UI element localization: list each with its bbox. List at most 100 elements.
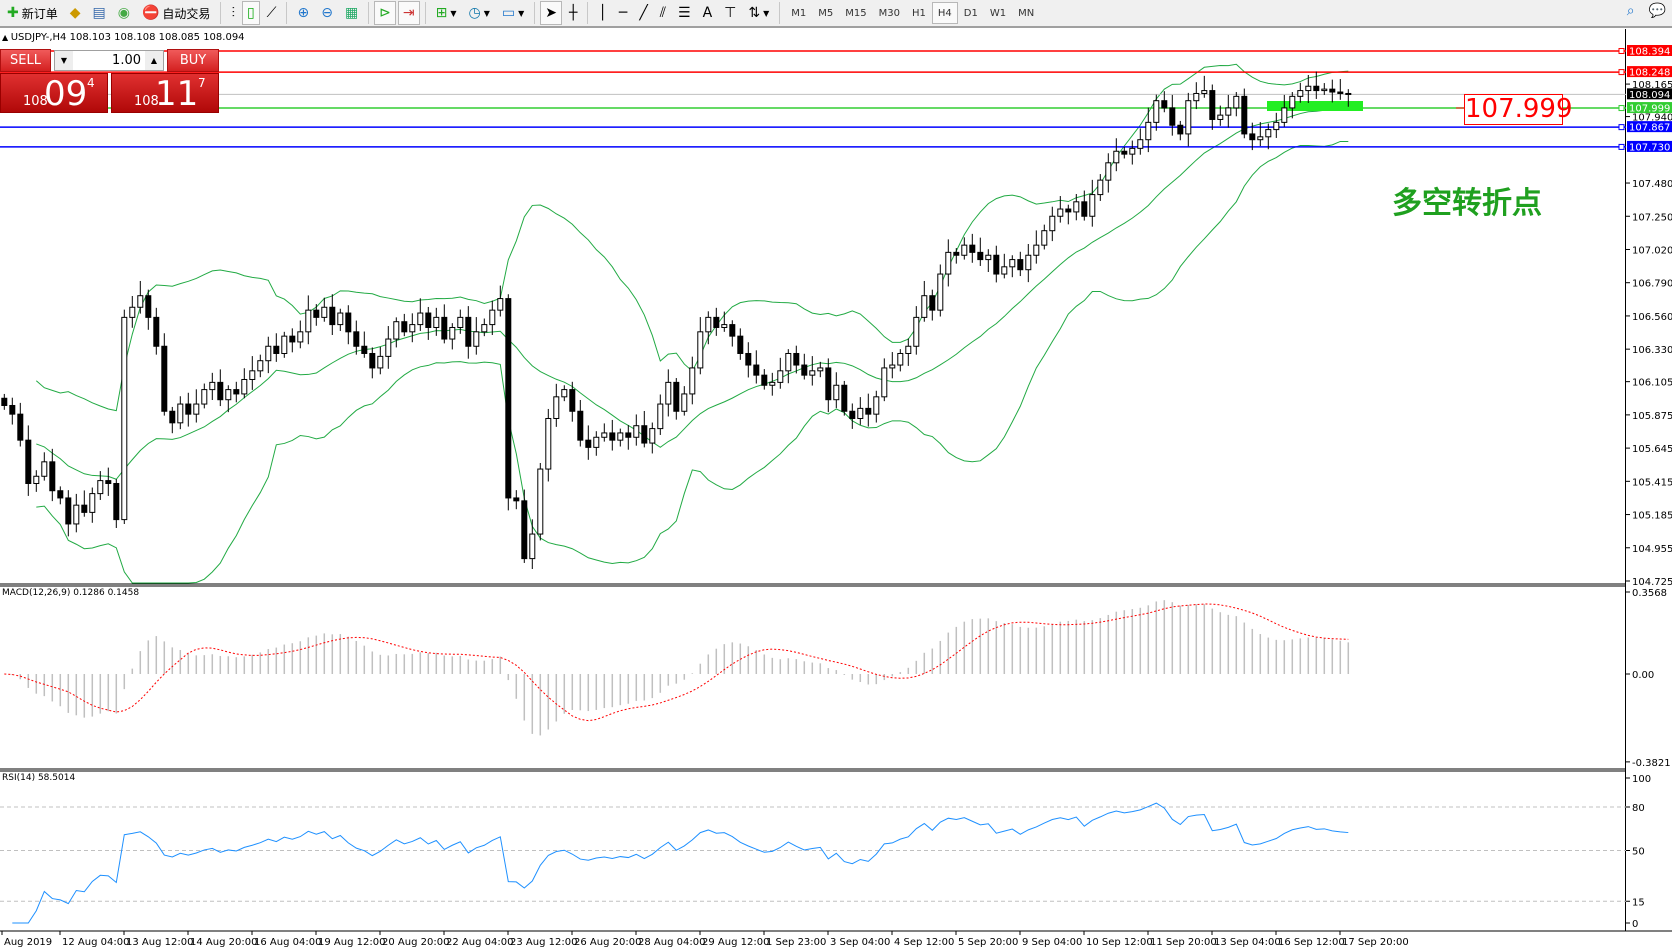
level-handle	[1618, 143, 1625, 150]
vertical-line-button[interactable]: │	[593, 1, 611, 25]
text-label-button[interactable]: ⊤	[719, 1, 741, 25]
bear-candle	[1337, 91, 1344, 94]
zoom-out-button[interactable]: ⊖	[316, 1, 338, 25]
bull-candle	[193, 403, 200, 415]
bull-candle	[481, 324, 488, 333]
time-tick-label: 16 Sep 12:00	[1278, 937, 1345, 948]
timeframe-w1[interactable]: W1	[989, 7, 1007, 19]
bear-candle	[513, 497, 520, 502]
bull-candle	[657, 403, 664, 430]
timeframe-m15[interactable]: M15	[845, 7, 867, 19]
bull-candle	[257, 360, 264, 372]
bear-candle	[1121, 150, 1128, 155]
lot-size-field[interactable]: ▼ 1.00 ▲	[54, 50, 164, 71]
chat-icon[interactable]: 💬	[1648, 3, 1666, 19]
green-zone-marker	[1267, 101, 1363, 111]
bull-candle	[1009, 259, 1016, 268]
candlestick-icon: ▯	[246, 5, 255, 21]
tile-windows-button[interactable]: ▦	[340, 1, 363, 25]
fibonacci-button[interactable]: ☰	[673, 1, 696, 25]
sell-button[interactable]: SELL	[0, 49, 51, 72]
bear-candle	[465, 316, 472, 347]
price-tick-label: 105.415	[1632, 477, 1672, 488]
bear-candle	[17, 413, 24, 441]
timeframe-h4[interactable]: H4	[931, 2, 958, 24]
bear-candle	[233, 389, 240, 395]
bear-candle	[185, 403, 192, 415]
bear-candle	[81, 504, 88, 513]
lot-increase-button[interactable]: ▲	[145, 51, 163, 70]
auto-scroll-button[interactable]: ⊳	[374, 1, 396, 25]
periods-button[interactable]: ◷ ▼	[464, 1, 495, 25]
zoom-in-icon: ⊕	[297, 5, 310, 21]
buy-price[interactable]: 108 11 7	[111, 73, 219, 114]
time-tick-label: 5 Sep 20:00	[958, 937, 1018, 948]
tile-icon: ▦	[344, 5, 359, 21]
chart-shift-button[interactable]: ⇥	[397, 1, 420, 25]
line-chart-button[interactable]: ⟋	[262, 1, 282, 25]
lot-decrease-button[interactable]: ▼	[55, 51, 73, 70]
price-annotation-box[interactable]: 107.999	[1464, 94, 1573, 125]
divider	[220, 2, 222, 24]
timeframe-h1[interactable]: H1	[911, 7, 926, 19]
bear-candle	[313, 309, 320, 318]
arrows-button[interactable]: ⇅ ▼	[743, 1, 774, 25]
bull-candle	[1033, 244, 1040, 256]
zoom-in-button[interactable]: ⊕	[292, 1, 314, 25]
price-tick-label: 106.790	[1632, 279, 1672, 290]
bull-candle	[1089, 194, 1096, 217]
sell-price[interactable]: 108 09 4	[0, 73, 108, 114]
toolbar: ✚ 新订单 ◆ ▤ ◉ ⛔ 自动交易 ⫶ ▯ ⟋ ⊕ ⊖ ▦ ⊳ ⇥ ⊞ ▼ ◷ ▼ ▭…	[0, 0, 1672, 28]
vertical-line-icon: │	[598, 5, 607, 21]
bear-candle	[329, 306, 336, 326]
rsi-label: RSI(14) 58.5014	[2, 773, 76, 783]
candlestick-button[interactable]: ▯	[241, 1, 260, 25]
bull-candle	[681, 393, 688, 412]
chevron-down-icon: ▼	[518, 8, 525, 18]
timeframe-m1[interactable]: M1	[791, 7, 807, 19]
navigator-button[interactable]: ▤	[88, 1, 111, 25]
timeframe-m5[interactable]: M5	[818, 7, 834, 19]
channel-icon: ⫽	[659, 5, 667, 21]
bear-candle	[1169, 107, 1176, 126]
bull-candle	[1273, 121, 1280, 131]
bear-candle	[761, 374, 768, 386]
bear-candle	[1345, 92, 1352, 95]
line-chart-icon: ⟋	[266, 5, 277, 21]
timeframe-m30[interactable]: M30	[878, 7, 900, 19]
text-button[interactable]: A	[698, 1, 718, 25]
timeframe-d1[interactable]: D1	[963, 7, 978, 19]
bear-candle	[369, 352, 376, 369]
new-order-button[interactable]: ✚ 新订单	[7, 5, 58, 21]
macd-tick-label: 0.3568	[1632, 588, 1667, 599]
timeframe-mn[interactable]: MN	[1018, 7, 1035, 19]
auto-trading-button[interactable]: ⛔ 自动交易	[141, 5, 211, 21]
trendline-button[interactable]: ╱	[634, 1, 652, 25]
equidistant-channel-button[interactable]: ⫽	[655, 1, 671, 25]
turning-point-label[interactable]: 多空转折点	[1392, 186, 1542, 221]
crosshair-button[interactable]: ┼	[564, 1, 582, 25]
lot-value[interactable]: 1.00	[112, 53, 141, 68]
bear-candle	[625, 432, 632, 438]
chart-window[interactable]	[0, 29, 1626, 931]
bear-candle	[577, 410, 584, 441]
bull-candle	[377, 355, 384, 369]
search-icon[interactable]: ⌕	[1626, 3, 1635, 19]
buy-button[interactable]: BUY	[167, 49, 219, 72]
divider	[587, 2, 589, 24]
market-watch-button[interactable]: ◆	[65, 1, 86, 25]
bull-candle	[889, 364, 896, 369]
indicators-button[interactable]: ⊞ ▼	[431, 1, 462, 25]
chevron-down-icon: ▼	[450, 8, 457, 18]
price-tick-label: 107.480	[1632, 179, 1672, 190]
signals-button[interactable]: ◉	[113, 1, 135, 25]
bar-chart-button[interactable]: ⫶	[226, 1, 240, 25]
templates-button[interactable]: ▭ ▼	[497, 1, 529, 25]
horizontal-line-button[interactable]: ─	[614, 1, 632, 25]
bear-candle	[953, 251, 960, 256]
divider	[534, 2, 536, 24]
collapse-icon[interactable]: ▲	[2, 33, 11, 42]
cursor-button[interactable]: ➤	[540, 1, 563, 25]
price-tick-label: 105.645	[1632, 444, 1672, 455]
